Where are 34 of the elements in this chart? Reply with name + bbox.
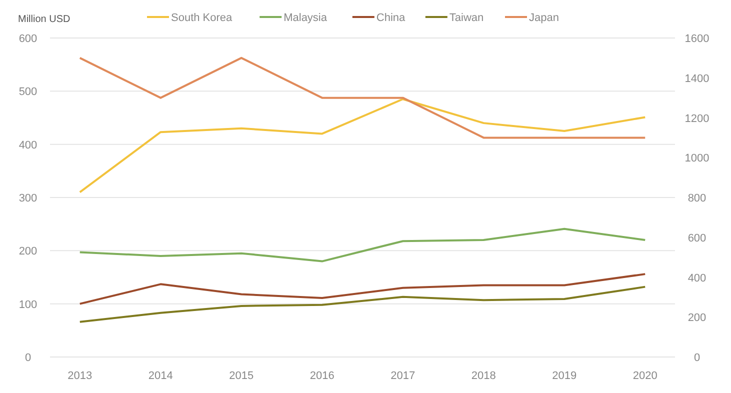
legend-label: Japan bbox=[529, 12, 559, 24]
y2-tick-label: 0 bbox=[694, 352, 700, 364]
y-tick-label: 300 bbox=[18, 192, 38, 204]
y-tick-label: 500 bbox=[18, 86, 38, 98]
y2-tick-label: 1600 bbox=[684, 33, 710, 45]
x-tick-label: 2013 bbox=[68, 370, 92, 382]
x-tick-label: 2017 bbox=[390, 370, 416, 382]
y-tick-label: 200 bbox=[18, 246, 38, 258]
legend-label: China bbox=[376, 12, 406, 24]
x-tick-label: 2018 bbox=[471, 370, 496, 382]
y2-tick-label: 400 bbox=[688, 272, 706, 284]
y2-tick-label: 1200 bbox=[684, 112, 710, 125]
legend-label: Taiwan bbox=[449, 12, 484, 24]
y-axis-title: Million USD bbox=[18, 14, 70, 25]
line-series bbox=[78, 228, 646, 262]
x-tick-label: 2019 bbox=[552, 370, 577, 382]
x-tick-label: 2015 bbox=[229, 370, 254, 382]
y2-tick-label: 200 bbox=[688, 312, 706, 324]
y2-tick-label: 800 bbox=[688, 192, 706, 204]
y-tick-label: 0 bbox=[24, 352, 32, 364]
y2-tick-label: 600 bbox=[688, 232, 706, 244]
x-tick-label: 2016 bbox=[310, 370, 334, 382]
y2-tick-label: 1400 bbox=[684, 72, 710, 85]
line-series bbox=[78, 286, 646, 323]
y2-tick-label: 1000 bbox=[684, 152, 710, 165]
x-tick-label: 2014 bbox=[148, 370, 173, 382]
line-series bbox=[78, 98, 646, 194]
legend-label: Malaysia bbox=[284, 12, 328, 24]
line-series bbox=[78, 273, 646, 305]
legend-label: South Korea bbox=[171, 12, 234, 24]
y-tick-label: 600 bbox=[18, 33, 38, 45]
y-tick-label: 400 bbox=[18, 139, 38, 152]
x-tick-label: 2020 bbox=[632, 370, 658, 382]
y-tick-label: 100 bbox=[18, 298, 38, 311]
